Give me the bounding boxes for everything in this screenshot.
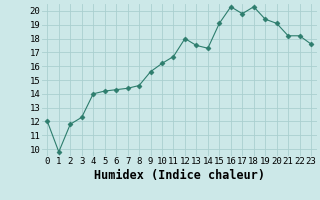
X-axis label: Humidex (Indice chaleur): Humidex (Indice chaleur) — [94, 169, 265, 182]
